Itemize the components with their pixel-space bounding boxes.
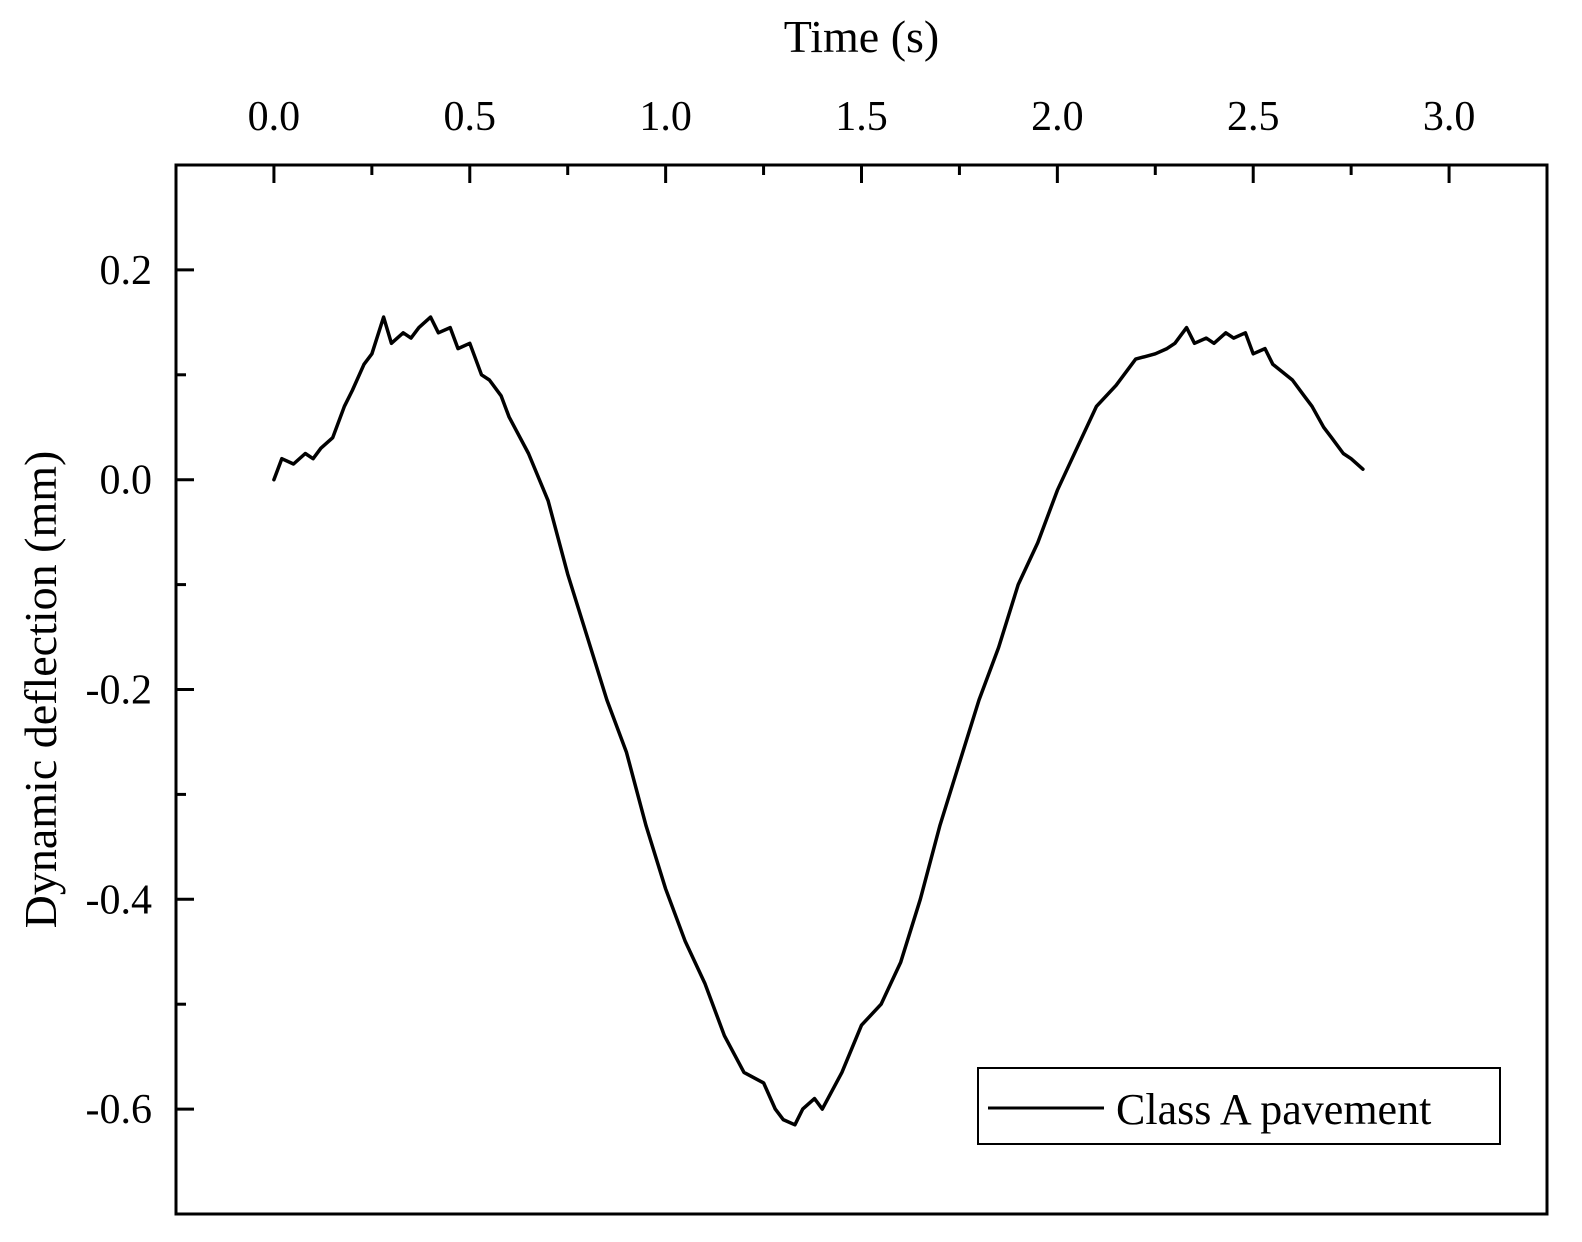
y-axis-title: Dynamic deflection (mm) [15, 451, 66, 929]
legend-box [977, 1067, 1501, 1145]
x-tick-label: 2.0 [1031, 94, 1084, 140]
x-tick-label: 3.0 [1423, 94, 1476, 140]
y-tick-label: -0.6 [86, 1087, 153, 1133]
series-layer [272, 315, 1365, 1127]
x-tick-label: 1.0 [639, 94, 692, 140]
plot-area-frame [174, 163, 1549, 1216]
y-axis-ticks: 0.2 0.0 -0.2 -0.4 -0.6 [86, 163, 194, 1216]
x-tick-label: 1.5 [835, 94, 888, 140]
x-axis-ticks: 0.0 0.5 1.0 1.5 2.0 2.5 3.0 [248, 94, 1476, 183]
legend: Class A pavement [977, 1067, 1501, 1145]
x-axis-title: Time (s) [784, 11, 940, 62]
x-tick-label: 0.5 [444, 94, 497, 140]
y-tick-label: -0.4 [86, 877, 153, 923]
y-tick-label: 0.0 [100, 458, 153, 504]
x-tick-label: 0.0 [248, 94, 301, 140]
y-tick-label: -0.2 [86, 668, 153, 714]
series-line-class-a-pavement [272, 315, 1365, 1127]
y-tick-label: 0.2 [100, 248, 153, 294]
x-tick-label: 2.5 [1227, 94, 1280, 140]
legend-label-class-a: Class A pavement [1116, 1085, 1431, 1134]
